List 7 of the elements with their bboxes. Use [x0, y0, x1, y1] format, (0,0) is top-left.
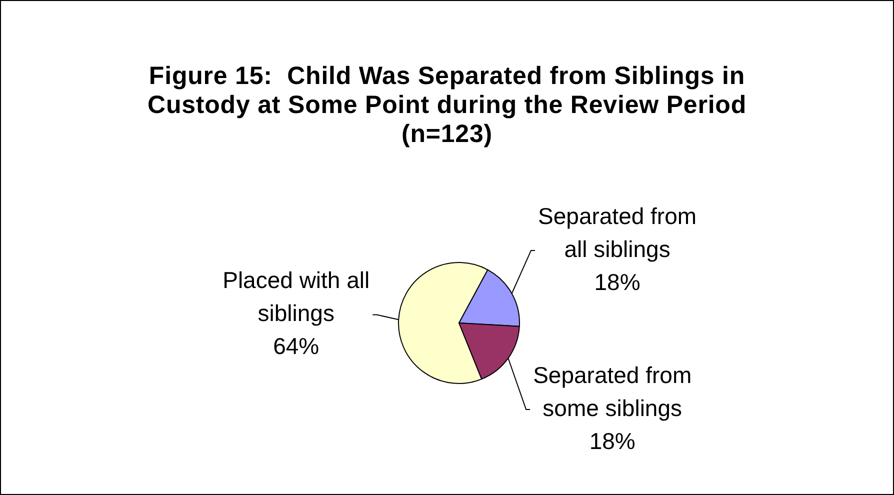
- slice-label: Placed with all siblings: [222, 267, 370, 326]
- slice-label: Separated from all siblings: [538, 202, 697, 262]
- data-label: 18%: [589, 428, 636, 454]
- slice-label: Separated from some siblings: [533, 362, 692, 421]
- chart-title: Figure 15: Child Was Separated from Siblings in Custody at Some Point during the Review Period (n=123): [146, 62, 748, 149]
- data-label: 18%: [594, 268, 640, 295]
- data-label: 64%: [273, 333, 320, 360]
